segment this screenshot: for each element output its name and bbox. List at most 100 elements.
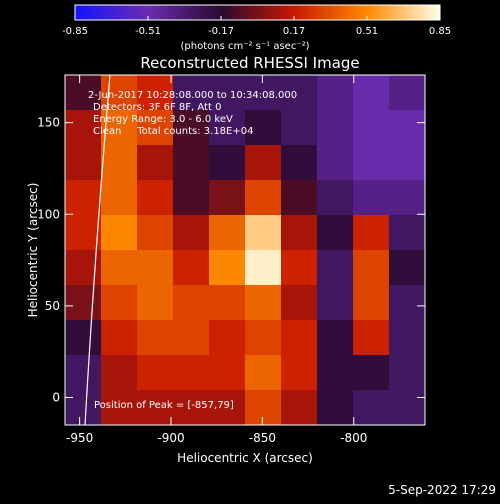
heat-cell bbox=[137, 355, 174, 391]
heat-cell bbox=[317, 355, 354, 391]
heat-cell bbox=[317, 390, 354, 425]
heat-cell bbox=[353, 215, 390, 251]
heat-cell bbox=[281, 145, 318, 181]
heat-cell bbox=[281, 250, 318, 286]
heat-cell bbox=[389, 215, 425, 251]
heat-cell bbox=[209, 145, 246, 181]
heat-cell bbox=[317, 285, 354, 321]
heat-cell bbox=[137, 320, 174, 356]
heat-cell bbox=[245, 390, 282, 425]
heat-cell bbox=[173, 75, 210, 111]
chart-title: Reconstructed RHESSI Image bbox=[140, 54, 359, 72]
heat-cell bbox=[65, 355, 102, 391]
heat-cell bbox=[245, 145, 282, 181]
y-tick-label: 150 bbox=[37, 116, 60, 130]
heat-cell bbox=[209, 110, 246, 146]
heat-cell bbox=[245, 320, 282, 356]
heat-cell bbox=[317, 250, 354, 286]
heat-cell bbox=[173, 180, 210, 216]
heat-cell bbox=[65, 320, 102, 356]
heat-cell bbox=[65, 145, 102, 181]
heat-cell bbox=[65, 110, 102, 146]
x-tick-label: -850 bbox=[249, 431, 276, 445]
heat-cell bbox=[353, 110, 390, 146]
heat-cell bbox=[173, 110, 210, 146]
heat-cell bbox=[389, 285, 425, 321]
colorbar-tick-label: 0.17 bbox=[283, 26, 305, 37]
heat-cell bbox=[389, 180, 425, 216]
plot-frame bbox=[64, 74, 426, 426]
heat-cell bbox=[389, 355, 425, 391]
heat-cell bbox=[317, 215, 354, 251]
colorbar-tick-label: -0.17 bbox=[208, 26, 234, 37]
heat-cell bbox=[353, 320, 390, 356]
heat-cell bbox=[209, 285, 246, 321]
heat-cell bbox=[389, 250, 425, 286]
heat-cell bbox=[137, 285, 174, 321]
heat-cell bbox=[209, 215, 246, 251]
colorbar-tick-label: -0.51 bbox=[135, 26, 161, 37]
heat-cell bbox=[245, 285, 282, 321]
heat-cell bbox=[353, 355, 390, 391]
heat-cell bbox=[317, 145, 354, 181]
heat-cell bbox=[137, 250, 174, 286]
heat-cell bbox=[173, 215, 210, 251]
heat-cell bbox=[389, 145, 425, 181]
heat-cell bbox=[209, 355, 246, 391]
heat-cell bbox=[101, 285, 138, 321]
heat-cell bbox=[353, 285, 390, 321]
heat-cell bbox=[101, 320, 138, 356]
heat-cell bbox=[209, 180, 246, 216]
heat-cell bbox=[137, 390, 174, 425]
heat-cell bbox=[137, 145, 174, 181]
heat-cell bbox=[173, 390, 210, 425]
heat-cell bbox=[137, 110, 174, 146]
heat-cell bbox=[281, 320, 318, 356]
heat-cell bbox=[173, 355, 210, 391]
heat-cell bbox=[209, 250, 246, 286]
heat-cell bbox=[65, 75, 102, 111]
colorbar bbox=[74, 4, 441, 21]
y-tick-label: 0 bbox=[52, 391, 60, 405]
heat-cell bbox=[353, 180, 390, 216]
heat-cell bbox=[173, 250, 210, 286]
heat-cell bbox=[65, 390, 102, 425]
heat-cell bbox=[101, 145, 138, 181]
heat-cell bbox=[65, 285, 102, 321]
heat-cell bbox=[317, 180, 354, 216]
x-tick-label: -950 bbox=[66, 431, 93, 445]
heat-cell bbox=[317, 110, 354, 146]
heat-cell bbox=[65, 180, 102, 216]
heat-cell bbox=[281, 215, 318, 251]
colorbar-label: (photons cm⁻² s⁻¹ asec⁻²) bbox=[180, 41, 309, 52]
heat-cell bbox=[245, 250, 282, 286]
heat-cell bbox=[209, 320, 246, 356]
heat-cell bbox=[245, 75, 282, 111]
heat-cell bbox=[389, 390, 425, 425]
annotation: 2-Jun-2017 10:28:08.000 to 10:34:08.000 bbox=[88, 90, 297, 101]
colorbar-tick-label: 0.51 bbox=[356, 26, 378, 37]
heat-cell bbox=[281, 355, 318, 391]
heat-cell bbox=[101, 250, 138, 286]
y-tick-label: 50 bbox=[45, 299, 60, 313]
heat-cell bbox=[245, 110, 282, 146]
heat-cell bbox=[101, 390, 138, 425]
heatmap bbox=[65, 75, 425, 425]
heat-cell bbox=[101, 215, 138, 251]
limb bbox=[84, 75, 111, 425]
heat-cell bbox=[353, 145, 390, 181]
heat-cell bbox=[173, 285, 210, 321]
heat-cell bbox=[389, 320, 425, 356]
heat-cell bbox=[245, 215, 282, 251]
heat-cell bbox=[281, 390, 318, 425]
heat-cell bbox=[317, 320, 354, 356]
heat-cell bbox=[173, 145, 210, 181]
heat-cell bbox=[245, 355, 282, 391]
heat-cell bbox=[173, 320, 210, 356]
x-axis-label: Heliocentric X (arcsec) bbox=[177, 451, 313, 465]
heat-cell bbox=[245, 180, 282, 216]
heat-cell bbox=[209, 75, 246, 111]
y-tick-label: 100 bbox=[37, 207, 60, 221]
heat-cell bbox=[137, 75, 174, 111]
heat-cell bbox=[389, 110, 425, 146]
